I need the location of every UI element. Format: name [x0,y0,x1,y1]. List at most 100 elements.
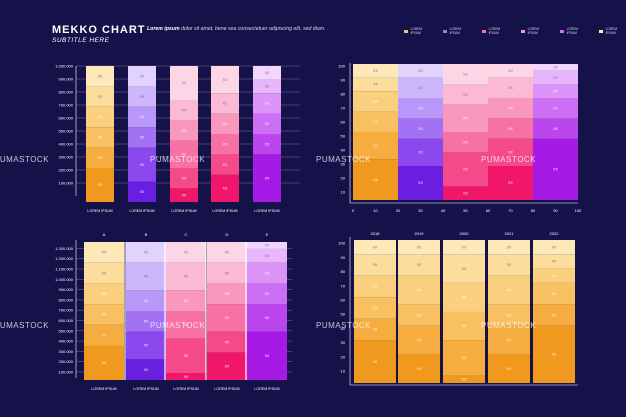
bar-segment-label: XX [265,122,270,126]
mekko-column-segment [533,84,578,98]
mekko-column-segment-label: XX [184,375,189,379]
y-tick-label: 900.000 [59,287,74,292]
bar-segment [170,168,198,189]
mekko-column-segment [166,262,206,291]
mekko-column-segment-label: XX [373,120,378,124]
legend-label: LOREM IPSUM [410,27,422,35]
y-tick-label: 1.100.000 [55,267,74,272]
y-tick-label: 800.000 [59,90,74,95]
percent-column-segment [533,268,575,283]
bar-segment [170,66,198,100]
mekko-column-segment [247,304,287,332]
legend-swatch-icon [560,29,564,33]
mekko-column-segment-label: XX [144,344,149,348]
mekko-column-segment-label: XX [225,340,230,344]
mekko-column-segment-label: XX [225,292,230,296]
mekko-column-segment [166,311,206,339]
mekko-column-segment-label: XX [418,69,423,73]
x-tick-label: 50 [463,208,468,213]
mekko-column-segment [533,98,578,119]
bar-segment [86,147,114,168]
x-category-label: LOREM IPSUM [214,387,239,391]
y-tick-label: 30 [341,340,346,345]
mekko-column-segment [126,311,166,332]
percent-column-segment-label: XX [373,263,378,267]
mekko-column-segment [533,138,578,200]
legend-item: LOREM IPSUM [443,27,470,35]
percent-column-segment-label: XX [507,288,512,292]
y-tick-label: 100 [338,241,345,246]
mekko-column-segment [247,248,287,263]
y-tick-label: 1.300.000 [55,246,74,251]
bar-segment-label: XX [265,176,270,180]
watermark: PUMASTOCK [0,155,50,164]
percent-column-segment [354,254,396,276]
bar-segment-label: XX [182,153,187,157]
column-year-label: 2022 [550,231,560,236]
percent-column-segment-label: XX [373,245,378,249]
bar-segment [211,134,239,155]
percent-column-segment [533,304,575,326]
legend-swatch-icon [404,29,408,33]
legend-item: LOREM IPSUM [404,27,431,35]
bar-segment-label: XX [140,115,145,119]
bar-segment-label: XX [98,156,103,160]
percent-column-segment [533,325,575,383]
mekko-column-segment-label: XX [265,292,270,296]
mekko-column-segment [353,64,398,78]
bar-segment [211,66,239,94]
percent-column-segment [398,354,440,383]
mekko-column-segment-label: XX [373,144,378,148]
percent-column-segment [488,275,530,305]
mekko-column-segment-label: XX [265,254,270,258]
mekko-column-segment [247,331,287,380]
y-tick-label: 900.000 [59,77,74,82]
legend-item: LOREM IPSUM [560,27,587,35]
percent-column-segment [354,340,396,383]
percent-column-segment-label: XX [373,306,378,310]
bar-segment [211,93,239,114]
bar-segment-label: XX [265,71,270,75]
column-top-label: C [185,232,188,237]
mekko-column-segment-label: XX [508,106,513,110]
bar-segment [211,174,239,202]
mekko-column-segment [84,304,124,325]
percent-column-segment-label: XX [462,295,467,299]
column-top-label: D [226,232,229,237]
percent-column-segment [354,297,396,319]
bar-segment [253,154,281,202]
chart-description: Lorem ipsum dolor sit amet, bene sea con… [147,26,326,32]
mekko-column-segment-label: XX [184,354,189,358]
percent-column-segment-label: XX [373,285,378,289]
percent-column-segment-label: XX [417,288,422,292]
y-tick-label: 60 [341,298,346,303]
y-tick-label: 1.000.000 [55,277,74,282]
legend-label: LOREM IPSUM [605,27,617,35]
mekko-column-segment [443,152,488,187]
bar-segment-label: XX [140,74,145,78]
y-tick-label: 500.000 [59,328,74,333]
bar-segment-label: XX [140,136,145,140]
x-category-label: LOREM IPSUM [254,209,279,213]
mekko-column-segment-label: XX [508,151,513,155]
mekko-column-segment [84,345,124,380]
y-tick-label: 500.000 [59,129,74,134]
mekko-column-segment-label: XX [225,251,230,255]
mekko-column-segment-label: XX [102,361,107,365]
mekko-column-segment-label: XX [373,100,378,104]
bar-segment [128,147,156,182]
y-tick-label: 80 [341,92,346,97]
mekko-column-segment-label: XX [184,299,189,303]
bar-segment-label: XX [223,102,228,106]
bar-segment-label: XX [223,142,228,146]
percent-column-segment-label: XX [552,245,557,249]
mekko-column-segment [126,242,166,263]
mekko-column-segment-label: XX [463,72,468,76]
percent-column-segment [488,304,530,326]
y-tick-label: 50 [341,312,346,317]
percent-column-segment-label: XX [462,356,467,360]
mekko-column-segment-label: XX [553,127,558,131]
mekko-column-segment [166,290,206,311]
bar-segment-label: XX [182,193,187,197]
